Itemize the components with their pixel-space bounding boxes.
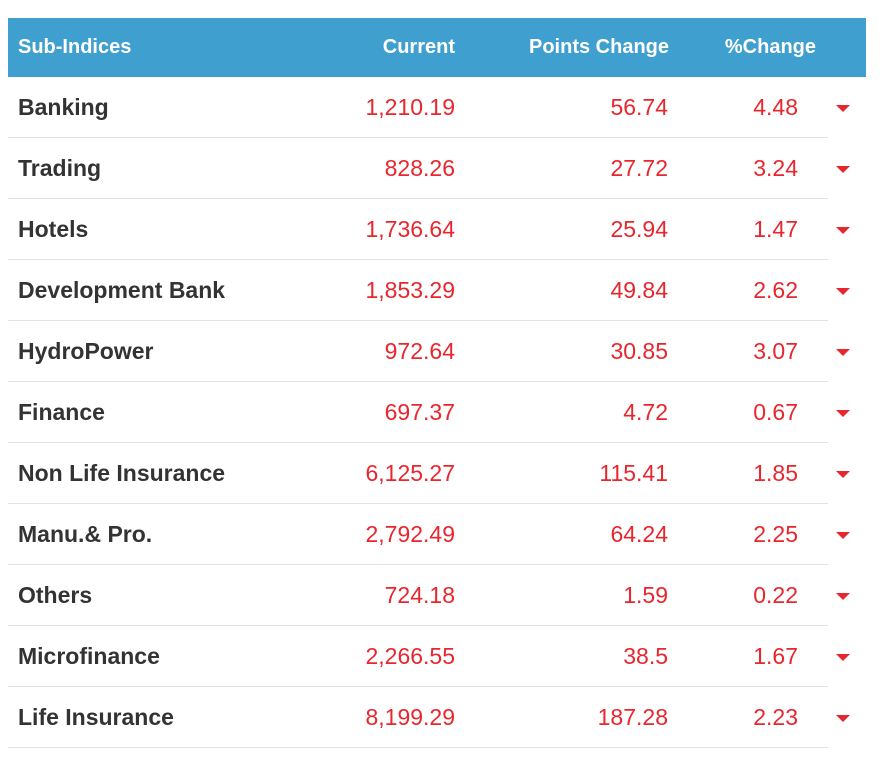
current-value: 724.18 (384, 582, 455, 608)
sub-index-name: Hotels (18, 216, 89, 242)
current-value: 1,853.29 (365, 277, 455, 303)
header-pct-change[interactable]: %Change (724, 36, 816, 58)
current-value: 6,125.27 (365, 460, 455, 486)
points-change-value: 27.72 (610, 155, 668, 181)
sub-index-name: Non Life Insurance (18, 460, 226, 486)
pct-change-value: 3.07 (753, 338, 798, 364)
sub-index-name: Life Insurance (18, 704, 174, 730)
sub-index-name: Banking (18, 94, 109, 120)
points-change-value: 49.84 (610, 277, 668, 303)
sub-index-name: Others (18, 582, 93, 608)
table-row[interactable]: Finance 697.37 4.72 0.67 (8, 382, 850, 443)
points-change-value: 187.28 (597, 704, 668, 730)
sub-index-name: Trading (18, 155, 102, 181)
caret-down-icon (836, 593, 850, 600)
sub-index-name: Manu.& Pro. (18, 521, 153, 547)
pct-change-value: 1.67 (753, 643, 798, 669)
caret-down-icon (836, 410, 850, 417)
pct-change-value: 0.67 (753, 399, 798, 425)
table-row[interactable]: Microfinance 2,266.55 38.5 1.67 (8, 626, 850, 687)
points-change-value: 64.24 (610, 521, 668, 547)
sub-index-name: Finance (18, 399, 105, 425)
pct-change-value: 4.48 (753, 94, 798, 120)
table-header: Sub-Indices Current Points Change %Chang… (8, 18, 866, 77)
caret-down-icon (836, 349, 850, 356)
points-change-value: 1.59 (623, 582, 668, 608)
points-change-value: 38.5 (623, 643, 668, 669)
table-row[interactable]: Hotels 1,736.64 25.94 1.47 (8, 199, 850, 260)
pct-change-value: 3.24 (753, 155, 798, 181)
table-row[interactable]: Banking 1,210.19 56.74 4.48 (8, 77, 850, 138)
caret-down-icon (836, 471, 850, 478)
points-change-value: 30.85 (610, 338, 668, 364)
table-row[interactable]: Manu.& Pro. 2,792.49 64.24 2.25 (8, 504, 850, 565)
points-change-value: 56.74 (610, 94, 668, 120)
pct-change-value: 0.22 (753, 582, 798, 608)
sub-index-name: Development Bank (18, 277, 226, 303)
current-value: 2,792.49 (365, 521, 455, 547)
current-value: 1,736.64 (365, 216, 455, 242)
table-row[interactable]: HydroPower 972.64 30.85 3.07 (8, 321, 850, 382)
table-row[interactable]: Development Bank 1,853.29 49.84 2.62 (8, 260, 850, 321)
current-value: 1,210.19 (365, 94, 455, 120)
caret-down-icon (836, 532, 850, 539)
pct-change-value: 2.25 (753, 521, 798, 547)
caret-down-icon (836, 654, 850, 661)
header-current[interactable]: Current (382, 36, 455, 58)
points-change-value: 25.94 (610, 216, 668, 242)
caret-down-icon (836, 227, 850, 234)
pct-change-value: 1.47 (753, 216, 798, 242)
current-value: 972.64 (384, 338, 455, 364)
pct-change-value: 2.62 (753, 277, 798, 303)
sub-indices-table: Sub-Indices Current Points Change %Chang… (8, 18, 866, 748)
table-row[interactable]: Life Insurance 8,199.29 187.28 2.23 (8, 687, 850, 748)
current-value: 8,199.29 (365, 704, 455, 730)
current-value: 2,266.55 (365, 643, 455, 669)
sub-index-name: Microfinance (18, 643, 160, 669)
caret-down-icon (836, 715, 850, 722)
table-row[interactable]: Trading 828.26 27.72 3.24 (8, 138, 850, 199)
header-sub-indices[interactable]: Sub-Indices (18, 36, 132, 58)
current-value: 697.37 (384, 399, 455, 425)
table-row[interactable]: Non Life Insurance 6,125.27 115.41 1.85 (8, 443, 850, 504)
sub-index-name: HydroPower (18, 338, 154, 364)
points-change-value: 4.72 (623, 399, 668, 425)
pct-change-value: 1.85 (753, 460, 798, 486)
caret-down-icon (836, 288, 850, 295)
pct-change-value: 2.23 (753, 704, 798, 730)
caret-down-icon (836, 166, 850, 173)
current-value: 828.26 (384, 155, 455, 181)
header-points-change[interactable]: Points Change (528, 36, 669, 58)
points-change-value: 115.41 (599, 460, 668, 486)
caret-down-icon (836, 105, 850, 112)
table-row[interactable]: Others 724.18 1.59 0.22 (8, 565, 850, 626)
